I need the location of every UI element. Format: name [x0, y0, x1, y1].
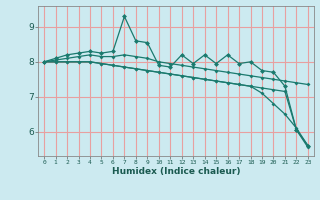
X-axis label: Humidex (Indice chaleur): Humidex (Indice chaleur): [112, 167, 240, 176]
